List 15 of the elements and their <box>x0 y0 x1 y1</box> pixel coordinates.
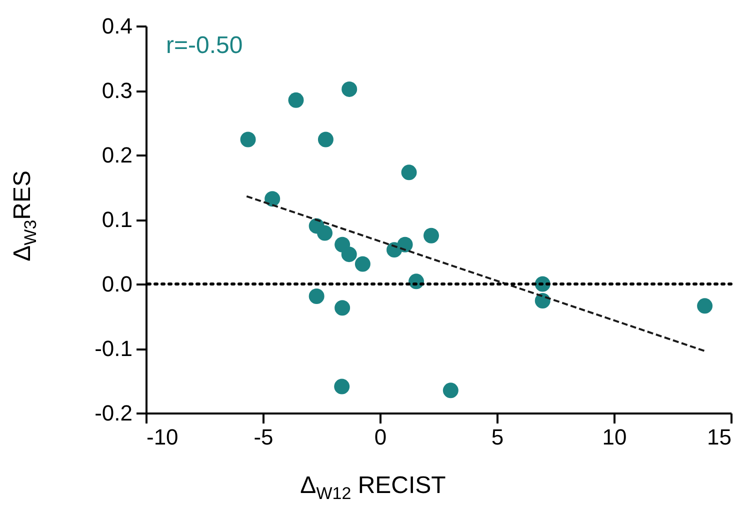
x-tick-label: 10 <box>602 424 627 450</box>
y-tick-label: 0.4 <box>102 14 132 38</box>
y-tick-label: -0.1 <box>94 336 132 361</box>
y-tick-label: -0.2 <box>94 400 132 426</box>
y-tick-label: 0.2 <box>102 142 132 168</box>
x-tick-label: -5 <box>254 424 274 450</box>
x-tick-label: -10 <box>146 424 178 450</box>
y-tick-label: 0.1 <box>102 207 132 232</box>
x-tick-label: 15 <box>707 424 732 450</box>
x-tick-label: 0 <box>374 424 387 450</box>
x-axis-title: Δ$_{W12}$ RECIST <box>299 472 447 504</box>
x-tick-label: 5 <box>491 424 504 450</box>
y-tick-label: 0.0 <box>102 272 132 296</box>
y-tick-label: 0.3 <box>102 78 132 103</box>
annotation: r=-0.50 <box>166 32 243 59</box>
